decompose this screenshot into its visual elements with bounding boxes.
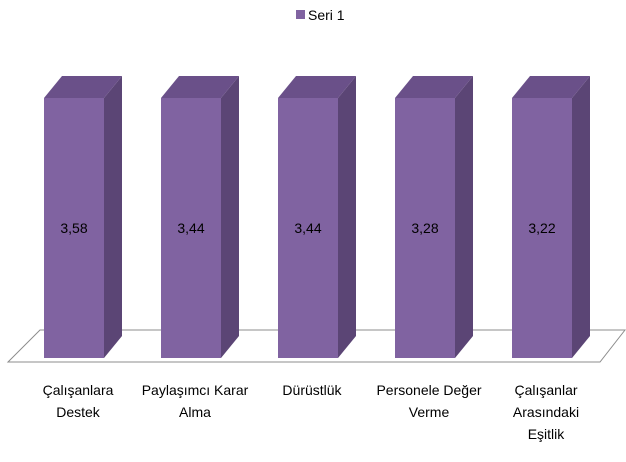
category-label: Verme bbox=[409, 404, 450, 420]
bar-group: 3,22 bbox=[512, 76, 590, 358]
bar-side bbox=[221, 76, 239, 358]
bar bbox=[278, 98, 338, 358]
bar-group: 3,28 bbox=[395, 76, 473, 358]
bar-side bbox=[104, 76, 122, 358]
bar-side bbox=[338, 76, 356, 358]
bar-top bbox=[512, 76, 590, 98]
bar bbox=[161, 98, 221, 358]
bar bbox=[395, 98, 455, 358]
bar-top bbox=[278, 76, 356, 98]
bar-top bbox=[44, 76, 122, 98]
bar-top bbox=[395, 76, 473, 98]
legend-swatch bbox=[296, 10, 305, 19]
data-label: 3,28 bbox=[411, 220, 438, 236]
category-labels: Çalışanlara Destek Paylaşımcı Karar Alma Dür… bbox=[43, 382, 579, 442]
bars: 3,58 3,44 3,44 3,28 3,22 bbox=[44, 76, 590, 358]
bar-side bbox=[572, 76, 590, 358]
category-label: Dürüstlük bbox=[282, 382, 342, 398]
category-label: Eşitlik bbox=[528, 426, 566, 442]
category-label: Personele Değer bbox=[376, 382, 481, 398]
category-label: Alma bbox=[179, 404, 211, 420]
data-label: 3,58 bbox=[60, 220, 87, 236]
bar-side bbox=[455, 76, 473, 358]
category-label: Paylaşımcı Karar bbox=[142, 382, 249, 398]
category-label: Çalışanlara bbox=[43, 382, 114, 398]
bar-group: 3,58 bbox=[44, 76, 122, 358]
category-label: Çalışanlar bbox=[514, 382, 577, 398]
category-label: Destek bbox=[56, 404, 101, 420]
bar-group: 3,44 bbox=[278, 76, 356, 358]
data-label: 3,44 bbox=[294, 220, 321, 236]
data-label: 3,44 bbox=[177, 220, 204, 236]
legend: Seri 1 bbox=[296, 7, 345, 23]
bar-top bbox=[161, 76, 239, 98]
bar bbox=[512, 98, 572, 358]
bar bbox=[44, 98, 104, 358]
category-label: Arasındaki bbox=[513, 404, 579, 420]
data-label: 3,22 bbox=[528, 220, 555, 236]
bar-group: 3,44 bbox=[161, 76, 239, 358]
legend-label: Seri 1 bbox=[308, 7, 345, 23]
